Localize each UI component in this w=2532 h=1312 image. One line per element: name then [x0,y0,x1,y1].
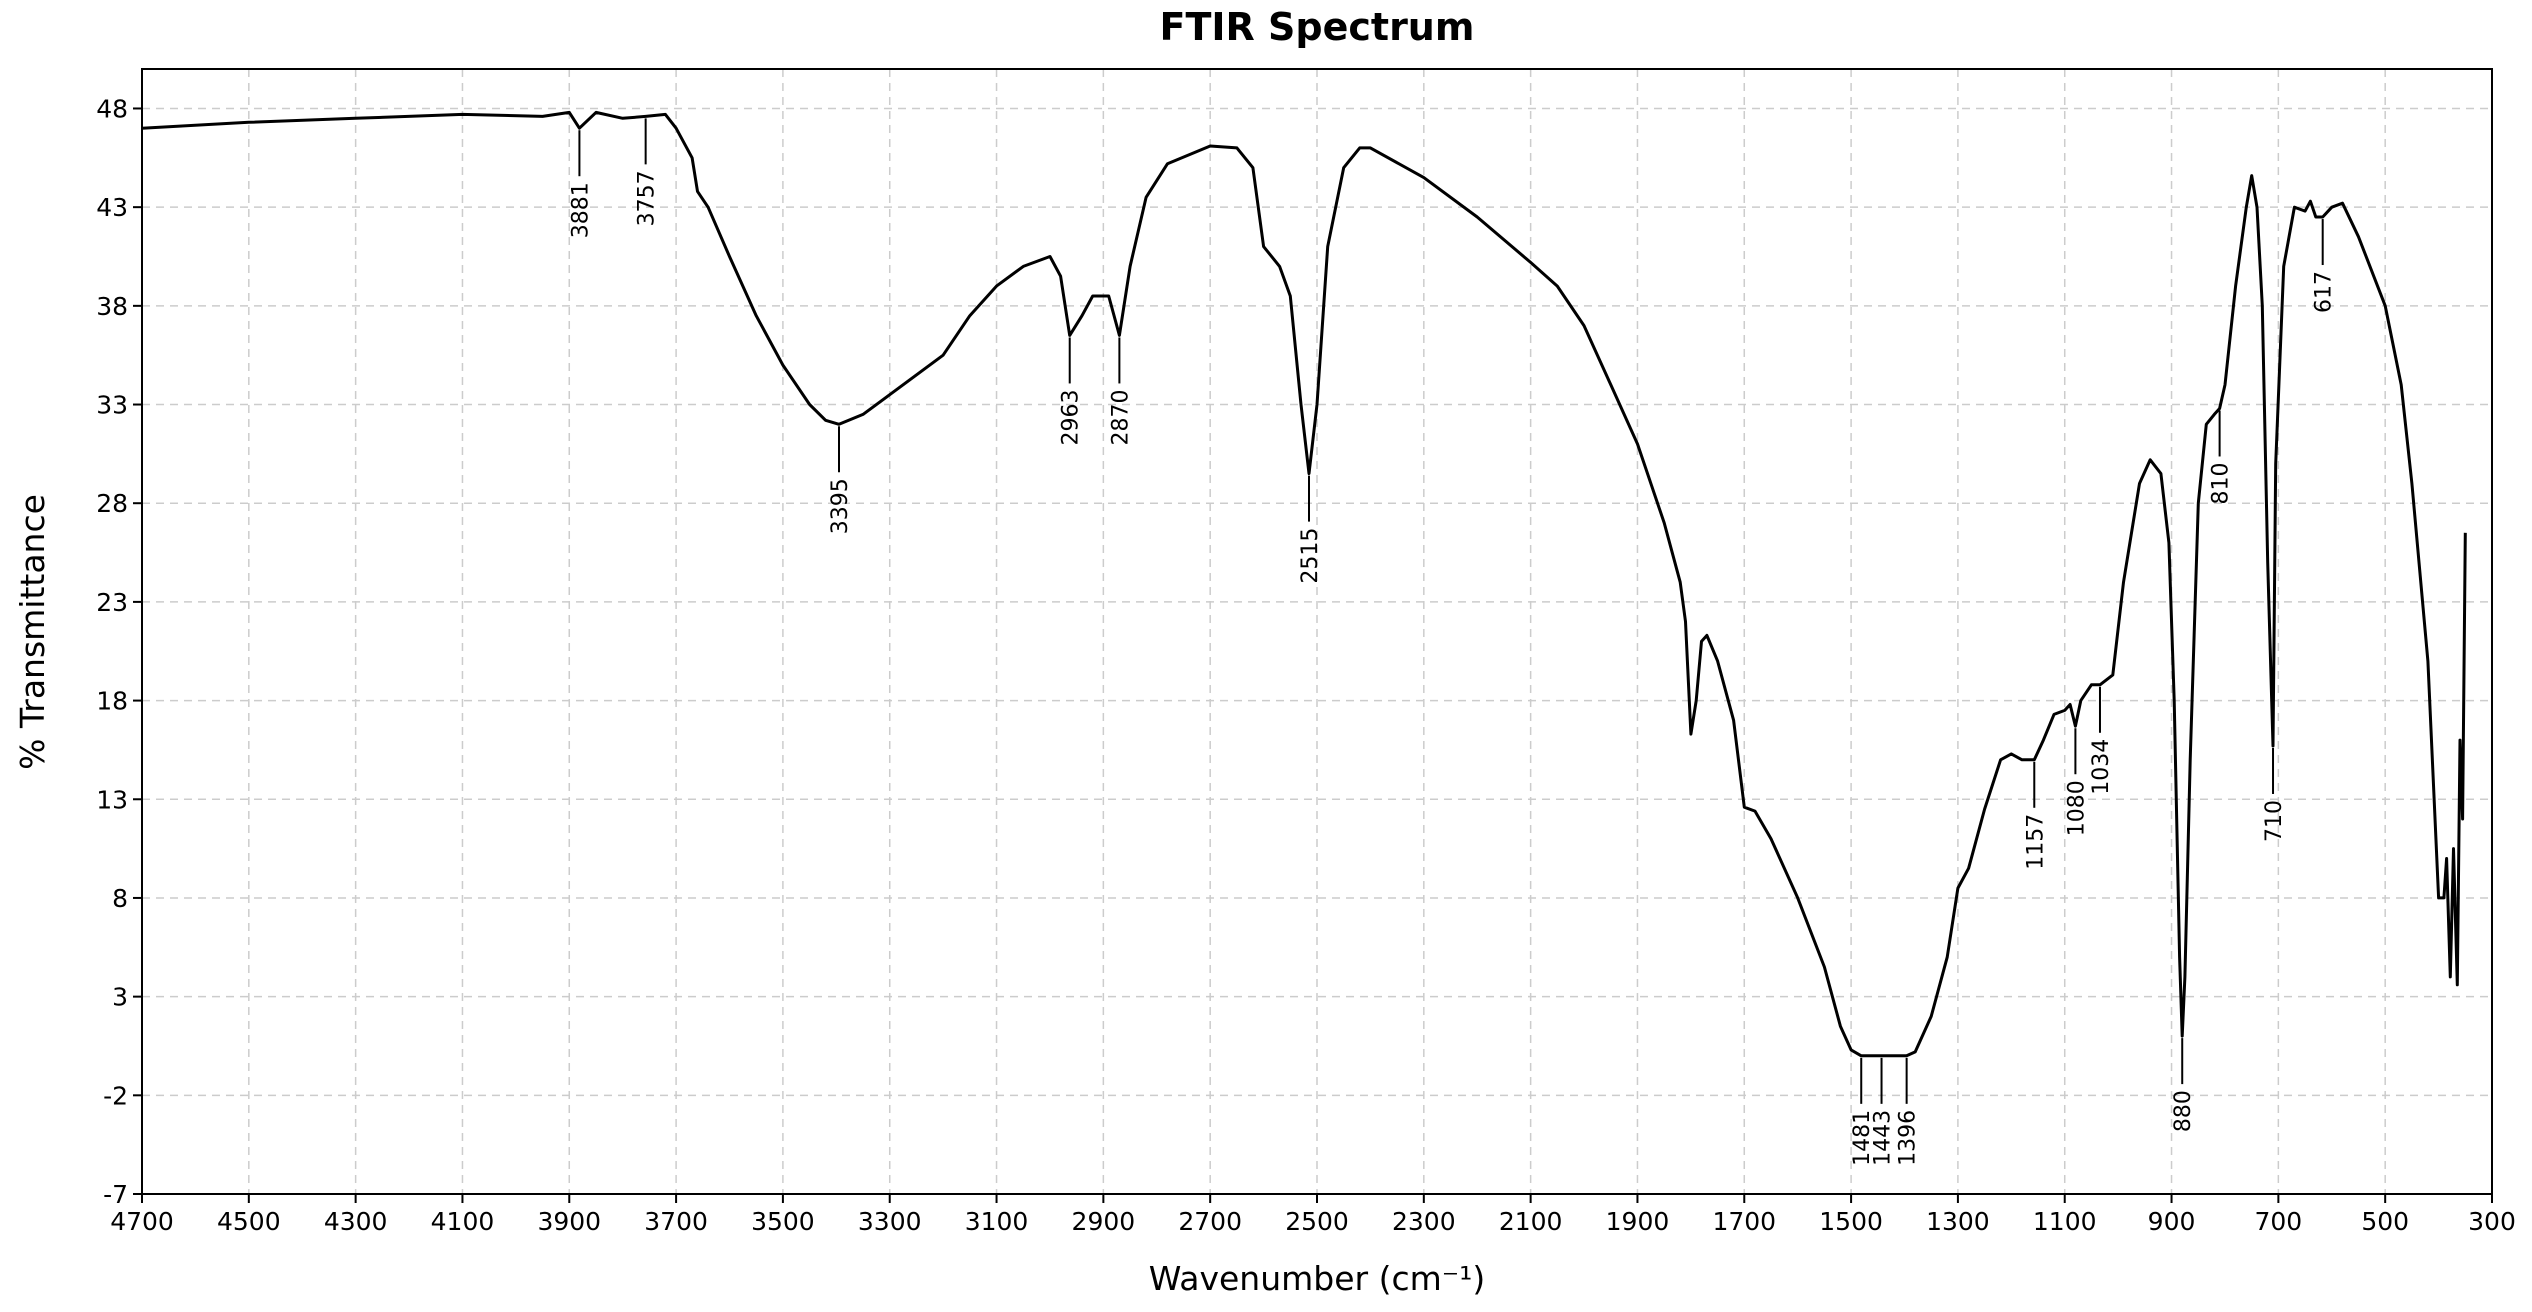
x-tick-label: 2100 [1499,1207,1563,1236]
x-tick-label: 1100 [2033,1207,2097,1236]
x-tick-label: 4100 [431,1207,495,1236]
y-tick-label: 33 [96,391,128,420]
peak-label: 1080 [2064,780,2089,836]
peak-label: 1034 [2089,739,2114,795]
x-tick-label: 2700 [1178,1207,1242,1236]
x-tick-label: 1700 [1712,1207,1776,1236]
x-axis-label: Wavenumber (cm⁻¹) [1149,1259,1486,1298]
x-tick-label: 300 [2468,1207,2516,1236]
x-tick-label: 4700 [110,1207,174,1236]
y-tick-label: 23 [96,588,128,617]
x-tick-label: 700 [2255,1207,2303,1236]
peak-label: 2963 [1059,389,1084,445]
peak-label: 1396 [1896,1110,1921,1166]
y-tick-label: 13 [96,785,128,814]
y-tick-label: 8 [112,884,128,913]
x-tick-label: 3100 [965,1207,1029,1236]
x-tick-label: 3700 [644,1207,708,1236]
spectrum-line [141,110,2467,1058]
peak-label: 1157 [2023,814,2048,870]
peak-label: 3757 [635,170,660,226]
peak-label: 710 [2262,800,2287,842]
x-tick-label: 2500 [1285,1207,1349,1236]
x-tick-label: 3500 [751,1207,815,1236]
plot-frame [141,68,2493,1195]
x-tick-label: 4300 [324,1207,388,1236]
y-tick-label: -2 [103,1081,128,1110]
x-tick-label: 4500 [217,1207,281,1236]
x-tick-label: 2300 [1392,1207,1456,1236]
y-tick-label: 3 [112,983,128,1012]
y-tick-label: 48 [96,94,128,123]
y-tick-label: -7 [103,1180,128,1209]
y-tick-label: 18 [96,687,128,716]
peak-label: 810 [2209,462,2234,504]
y-tick-label: 43 [96,193,128,222]
y-tick-label: 38 [96,292,128,321]
peak-label: 3881 [568,182,593,238]
peak-label: 1481 [1850,1110,1875,1166]
x-tick-label: 1900 [1606,1207,1670,1236]
x-tick-label: 1500 [1819,1207,1883,1236]
peak-label: 1443 [1871,1110,1896,1166]
x-tick-label: 900 [2148,1207,2196,1236]
x-tick-label: 500 [2361,1207,2409,1236]
y-axis-label: % Transmittance [13,494,52,770]
x-tick-label: 3300 [858,1207,922,1236]
chart-title: FTIR Spectrum [1160,5,1475,49]
y-tick-label: 28 [96,489,128,518]
peak-label: 617 [2312,271,2337,313]
peak-label: 3395 [828,478,853,534]
x-tick-label: 2900 [1072,1207,1136,1236]
x-tick-label: 1300 [1926,1207,1990,1236]
peak-label: 880 [2171,1090,2196,1132]
peak-label: 2870 [1108,389,1133,445]
peak-label: 2515 [1298,528,1323,584]
x-tick-label: 3900 [537,1207,601,1236]
